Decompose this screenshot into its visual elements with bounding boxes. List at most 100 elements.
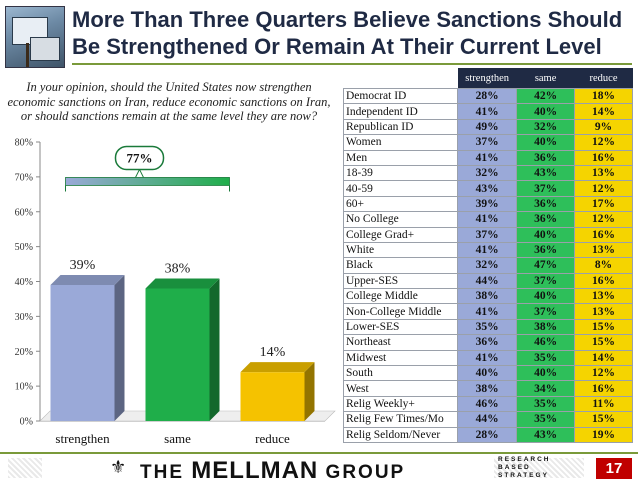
row-label: Women	[342, 134, 459, 151]
cell-same: 42%	[516, 87, 576, 105]
table-row: College Grad+ 37% 40% 16%	[342, 226, 633, 243]
row-label: Relig Few Times/Mo	[342, 411, 459, 428]
cell-reduce: 12%	[574, 365, 633, 382]
title-rule	[72, 63, 632, 65]
tagline-line-2: BASED	[498, 464, 531, 471]
cell-reduce: 16%	[574, 226, 633, 243]
cell-strengthen: 41%	[457, 211, 518, 228]
cell-strengthen: 38%	[457, 288, 518, 305]
cell-reduce: 16%	[574, 149, 633, 166]
survey-question: In your opinion, should the United State…	[7, 80, 331, 123]
y-tick-label: 60%	[15, 207, 33, 218]
table-row: Men 41% 36% 16%	[342, 149, 633, 166]
cell-reduce: 12%	[574, 134, 633, 151]
bar-front	[145, 288, 210, 421]
cell-reduce: 18%	[574, 87, 633, 105]
cell-reduce: 13%	[574, 303, 633, 320]
table-header-same: same	[516, 68, 575, 89]
crosstab-table-wrap: strengthen same reduce Democrat ID 28% 42%…	[342, 68, 633, 443]
bar-top	[50, 274, 125, 285]
company-logo: THE MELLMAN GROUP	[140, 457, 405, 485]
cell-strengthen: 41%	[457, 349, 518, 367]
cell-same: 36%	[516, 211, 576, 228]
y-tick-label: 0%	[20, 417, 33, 428]
cell-reduce: 15%	[574, 411, 633, 428]
bar-top	[240, 362, 315, 373]
cell-reduce: 11%	[574, 395, 633, 413]
bar-side	[114, 274, 125, 421]
row-label: Relig Weekly+	[342, 395, 459, 413]
logo-prefix: THE	[140, 462, 192, 483]
bar-chart: 0% 10% 20% 30% 40% 50% 60% 70% 80% 39% strengthen 3…	[15, 138, 336, 446]
cell-reduce: 9%	[574, 118, 633, 136]
cell-strengthen: 37%	[457, 226, 518, 243]
row-label: 18-39	[342, 164, 459, 182]
cell-strengthen: 41%	[457, 149, 518, 166]
bracket-bar	[65, 177, 230, 186]
bracket-label: 77%	[127, 150, 153, 165]
cell-strengthen: 49%	[457, 118, 518, 136]
footer-pattern-right	[494, 458, 584, 478]
cell-reduce: 8%	[574, 257, 633, 274]
row-label: Independent ID	[342, 103, 459, 120]
row-label: Men	[342, 149, 459, 166]
cell-same: 35%	[516, 411, 576, 428]
row-label: Democrat ID	[342, 87, 459, 105]
row-label: 40-59	[342, 180, 459, 197]
table-header-row: strengthen same reduce	[343, 68, 633, 89]
page-number: 17	[596, 458, 632, 479]
cell-reduce: 15%	[574, 334, 633, 351]
cell-same: 38%	[516, 318, 576, 336]
row-label: Northeast	[342, 334, 459, 351]
bar-top	[145, 278, 220, 289]
category-label: strengthen	[55, 431, 110, 446]
row-label: Republican ID	[342, 118, 459, 136]
table-row: Women 37% 40% 12%	[342, 134, 633, 151]
cell-reduce: 16%	[574, 380, 633, 397]
table-row: West 38% 34% 16%	[342, 380, 633, 397]
bar-value-label: 39%	[70, 258, 96, 273]
bar-value-label: 38%	[165, 261, 191, 276]
table-row: No College 41% 36% 12%	[342, 211, 633, 228]
cell-same: 34%	[516, 380, 576, 397]
bracket-callout	[114, 145, 165, 171]
table-row: Lower-SES 35% 38% 15%	[342, 318, 633, 336]
tagline-line-3: STRATEGY	[498, 472, 549, 479]
table-header-reduce: reduce	[574, 68, 633, 89]
cell-strengthen: 44%	[457, 411, 518, 428]
row-label: College Middle	[342, 288, 459, 305]
cell-strengthen: 36%	[457, 334, 518, 351]
cell-strengthen: 46%	[457, 395, 518, 413]
cell-strengthen: 41%	[457, 303, 518, 320]
row-label: No College	[342, 211, 459, 228]
row-label: South	[342, 365, 459, 382]
table-header-strengthen: strengthen	[457, 68, 517, 89]
cell-same: 40%	[516, 103, 576, 120]
cell-same: 40%	[516, 288, 576, 305]
y-tick-label: 40%	[15, 277, 33, 288]
cell-reduce: 14%	[574, 349, 633, 367]
cell-same: 36%	[516, 241, 576, 259]
row-label: West	[342, 380, 459, 397]
bar-side	[304, 362, 315, 421]
cell-strengthen: 35%	[457, 318, 518, 336]
cell-same: 40%	[516, 134, 576, 151]
cell-reduce: 19%	[574, 426, 633, 443]
cell-reduce: 13%	[574, 164, 633, 182]
row-label: Relig Seldom/Never	[342, 426, 459, 443]
table-row: Upper-SES 44% 37% 16%	[342, 272, 633, 290]
bracket-pointer	[135, 168, 144, 178]
cell-strengthen: 28%	[457, 87, 518, 105]
table-row: 40-59 43% 37% 12%	[342, 180, 633, 197]
cell-same: 43%	[516, 164, 576, 182]
bar-front	[240, 372, 305, 421]
footer: ⚜ THE MELLMAN GROUP RESEARCH BASED STRAT…	[0, 452, 638, 484]
category-label: same	[164, 431, 191, 446]
table-row: Northeast 36% 46% 15%	[342, 334, 633, 351]
cell-reduce: 13%	[574, 288, 633, 305]
row-label: Non-College Middle	[342, 303, 459, 320]
cell-reduce: 15%	[574, 318, 633, 336]
cell-strengthen: 32%	[457, 164, 518, 182]
cell-same: 36%	[516, 195, 576, 213]
table-body: Democrat ID 28% 42% 18% Independent ID 41% 40%…	[342, 87, 633, 443]
